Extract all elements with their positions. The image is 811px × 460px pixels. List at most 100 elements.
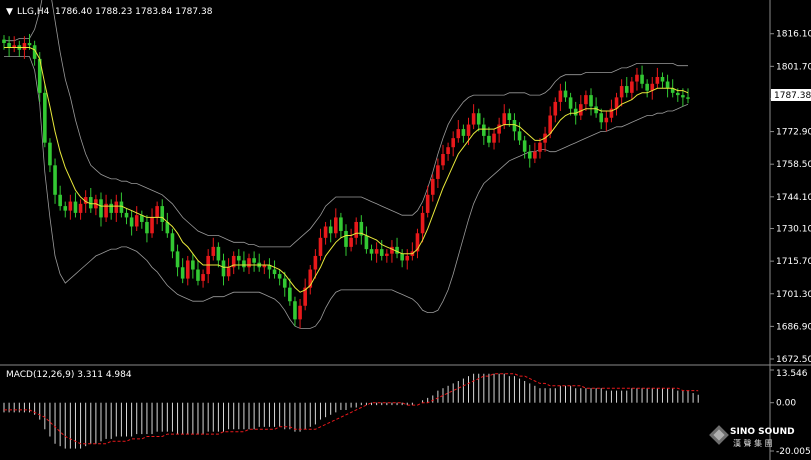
candle-body [553,101,558,116]
candle-body [53,165,57,195]
candle-body [180,267,185,279]
candle-body [318,237,323,256]
symbol-label: LLG,H4 [17,7,50,17]
candle-body [579,104,583,116]
candle-body [175,251,180,268]
candle-body [487,135,491,143]
macd-label: MACD(12,26,9) 3.311 4.984 [6,370,132,380]
candle-body [277,274,282,279]
price-tick-label: 1686.90 [776,322,811,332]
price-tick-label: 1744.10 [776,193,811,203]
candle-body [502,113,507,125]
candle-body [73,201,78,213]
current-price-label: 1787.38 [774,91,811,101]
candle-body [456,129,461,139]
candle-body [129,217,134,227]
candle-body [140,215,144,222]
candle-body [313,255,318,270]
candle-body [466,124,471,136]
candle-body [681,95,685,98]
candle-body [124,212,129,218]
price-tick-label: 1672.50 [776,355,811,365]
candle-body [482,124,486,136]
candle-body [533,151,537,159]
current-price-box [771,89,811,101]
ohlc-readout: 1786.40 1788.23 1783.84 1787.38 [55,7,213,17]
candle-body [109,203,113,213]
candle-body [584,95,588,105]
candle-body [63,206,68,211]
candle-body [339,217,343,232]
candle-body [237,255,241,261]
candle-body [650,83,655,91]
candle-body [379,249,384,256]
candle-body [37,58,42,93]
symbol-dropdown-icon[interactable]: ▼ [6,7,13,17]
macd-signal-line [4,373,699,445]
candle-body [594,106,598,114]
candle-body [589,95,593,107]
candle-body [497,124,501,134]
candle-body [548,115,552,134]
candle-body [185,260,190,279]
candle-body [43,92,47,143]
candle-body [461,129,466,136]
candle-body [635,74,639,82]
candle-body [150,217,154,234]
candle-body [558,90,563,102]
candle-body [573,108,578,116]
candle-body [374,249,379,254]
price-tick-label: 1730.10 [776,225,811,235]
price-tick-label: 1816.10 [776,30,811,40]
candle-body [196,269,200,281]
candle-body [2,39,6,44]
candle-body [323,226,328,238]
candle-body [538,142,542,152]
candle-body [68,201,73,211]
candle-body [614,97,619,109]
candle-body [328,226,333,234]
candle-body [507,113,512,121]
price-tick-label: 1758.50 [776,160,811,170]
candle-body [446,147,450,155]
candle-body [242,260,246,268]
candle-body [354,221,359,238]
candle-body [78,203,83,213]
candle-body [221,260,226,277]
macd-axis-ticks: 13.546 0.00 -20.005 [770,369,811,457]
candle-body [395,246,399,254]
moving-average [4,47,689,293]
bollinger-bands [4,0,689,329]
candle-body [563,90,568,98]
price-tick-label: 1701.30 [776,290,811,300]
candle-body [655,76,660,84]
candle-body [99,199,103,218]
candle-body [114,201,119,213]
candle-body [512,120,517,132]
macd-histogram [3,373,699,449]
candle-body [344,231,348,247]
candle-body [155,206,159,218]
candle-body [359,221,364,236]
candle-body [252,258,256,263]
candle-body [333,217,338,234]
candle-body [492,133,496,143]
logo-chinese: 漢 聲 集 團 [733,438,773,448]
candle-body [145,221,149,234]
candle-body [160,206,165,222]
candle-body [471,113,476,125]
candle-body [390,246,394,254]
candle-body [645,83,649,91]
candle-body [660,76,665,82]
candle-body [675,92,680,96]
candle-body [22,43,27,50]
candle-body [451,138,455,148]
candle-body [211,246,216,256]
candle-body [609,108,614,118]
candle-body [298,305,302,320]
candle-body [604,117,609,123]
candle-body [191,260,195,270]
price-tick-label: 1772.90 [776,128,811,138]
